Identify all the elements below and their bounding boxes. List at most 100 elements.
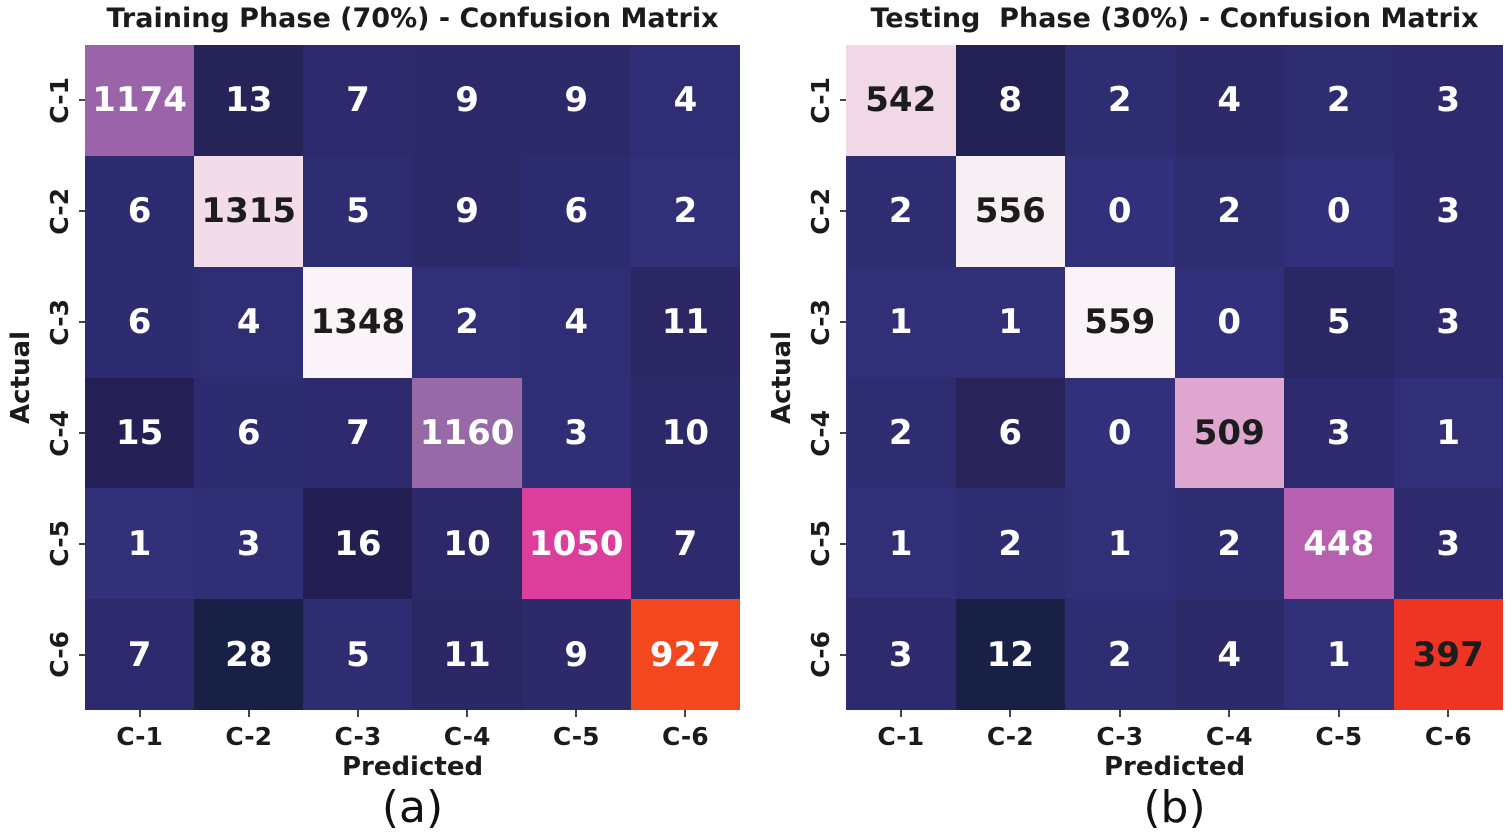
- matrix-cell-r6-c2: 12: [955, 599, 1065, 710]
- matrix-cell-r1-c1: 542: [846, 45, 956, 156]
- tick-mark: [840, 321, 846, 324]
- matrix-cell-r6-c5: 9: [521, 599, 631, 710]
- x-tick-labels: C-1 C-2 C-3 C-4 C-5 C-6: [846, 721, 1503, 751]
- matrix-cell-r1-c4: 4: [1174, 45, 1284, 156]
- matrix-cell-r1-c3: 2: [1065, 45, 1175, 156]
- y-axis-tick-marks: [840, 45, 846, 710]
- tick-mark: [1228, 710, 1231, 717]
- tick-mark: [899, 710, 902, 717]
- tick-mark: [840, 653, 846, 656]
- matrix-cell-r2-c6: 2: [630, 155, 740, 267]
- matrix-cell-r5-c2: 3: [194, 488, 304, 600]
- subfigure-label-a: (a): [381, 782, 444, 833]
- x-tick-label: C-3: [1096, 721, 1144, 751]
- matrix-cell-r3-c1: 1: [846, 266, 956, 378]
- confusion-matrix-grid: 1174 13 7 9 9 4 6 1315 5 9 6 2 6 4 1348 2 4 11 15 6 7 1160 3 10…: [85, 45, 740, 710]
- matrix-cell-r3-c1: 6: [85, 266, 195, 378]
- matrix-cell-r2-c6: 3: [1393, 155, 1503, 267]
- confusion-matrix-grid: 542 8 2 4 2 3 2 556 0 2 0 3 1 1 559 0 5 3 2 6 0 509 3 1 1 2 1 2 448 3…: [846, 45, 1503, 710]
- matrix-cell-r4-c2: 6: [955, 377, 1065, 489]
- y-axis-tick-marks: [79, 45, 85, 710]
- x-tick-label: C-4: [1205, 721, 1253, 751]
- matrix-cell-r3-c2: 4: [194, 266, 304, 378]
- y-tick-label: C-4: [805, 409, 835, 457]
- chart-title: Testing Phase (30%) - Confusion Matrix: [870, 3, 1479, 34]
- tick-mark: [79, 653, 85, 656]
- matrix-cell-r4-c1: 15: [85, 377, 195, 489]
- tick-mark: [840, 542, 846, 545]
- subfigure-label-b: (b): [1143, 782, 1206, 833]
- matrix-cell-r3-c2: 1: [955, 266, 1065, 378]
- chart-title: Training Phase (70%) - Confusion Matrix: [106, 3, 719, 34]
- tick-mark: [1009, 710, 1012, 717]
- matrix-cell-r3-c4: 0: [1174, 266, 1284, 378]
- tick-mark: [466, 710, 469, 717]
- x-axis-tick-marks: [85, 710, 740, 717]
- y-axis-label: Actual: [4, 45, 38, 710]
- matrix-cell-r3-c5: 4: [521, 266, 631, 378]
- matrix-cell-r4-c5: 3: [1284, 377, 1394, 489]
- matrix-cell-r4-c3: 7: [303, 377, 413, 489]
- y-tick-label: C-3: [44, 298, 74, 346]
- matrix-cell-r1-c3: 7: [303, 45, 413, 156]
- matrix-cell-r2-c5: 0: [1284, 155, 1394, 267]
- y-axis-label-text: Actual: [767, 331, 797, 424]
- x-tick-label: C-2: [986, 721, 1034, 751]
- matrix-cell-r2-c4: 2: [1174, 155, 1284, 267]
- x-tick-label: C-1: [877, 721, 925, 751]
- x-axis-label: Predicted: [1103, 752, 1246, 782]
- y-tick-label: C-1: [805, 77, 835, 124]
- tick-mark: [840, 210, 846, 213]
- matrix-cell-r2-c1: 2: [846, 155, 956, 267]
- y-tick-label: C-4: [44, 409, 74, 457]
- x-axis-tick-marks: [846, 710, 1503, 717]
- tick-mark: [684, 710, 687, 717]
- matrix-cell-r4-c5: 3: [521, 377, 631, 489]
- tick-mark: [79, 431, 85, 434]
- y-axis-label-text: Actual: [6, 331, 36, 424]
- tick-mark: [575, 710, 578, 717]
- y-tick-label: C-2: [44, 187, 74, 235]
- matrix-cell-r4-c3: 0: [1065, 377, 1175, 489]
- y-tick-label: C-2: [805, 187, 835, 235]
- matrix-cell-r4-c4: 1160: [412, 377, 522, 489]
- matrix-cell-r5-c4: 2: [1174, 488, 1284, 600]
- x-tick-label: C-6: [1424, 721, 1472, 751]
- matrix-cell-r1-c5: 9: [521, 45, 631, 156]
- matrix-cell-r2-c3: 5: [303, 155, 413, 267]
- matrix-cell-r5-c3: 16: [303, 488, 413, 600]
- matrix-cell-r1-c5: 2: [1284, 45, 1394, 156]
- matrix-cell-r4-c2: 6: [194, 377, 304, 489]
- matrix-cell-r5-c6: 7: [630, 488, 740, 600]
- x-tick-labels: C-1 C-2 C-3 C-4 C-5 C-6: [85, 721, 740, 751]
- tick-mark: [840, 99, 846, 102]
- matrix-cell-r5-c6: 3: [1393, 488, 1503, 600]
- matrix-cell-r6-c6: 397: [1393, 599, 1503, 710]
- matrix-cell-r5-c3: 1: [1065, 488, 1175, 600]
- matrix-cell-r5-c4: 10: [412, 488, 522, 600]
- y-tick-label: C-1: [44, 77, 74, 124]
- tick-mark: [79, 99, 85, 102]
- matrix-cell-r1-c6: 3: [1393, 45, 1503, 156]
- y-tick-labels: C-1 C-2 C-3 C-4 C-5 C-6: [802, 45, 838, 710]
- matrix-cell-r4-c6: 1: [1393, 377, 1503, 489]
- matrix-cell-r6-c1: 7: [85, 599, 195, 710]
- y-axis-label: Actual: [765, 45, 799, 710]
- matrix-cell-r2-c2: 556: [955, 155, 1065, 267]
- matrix-cell-r6-c5: 1: [1284, 599, 1394, 710]
- matrix-cell-r6-c3: 2: [1065, 599, 1175, 710]
- tick-mark: [1337, 710, 1340, 717]
- tick-mark: [1447, 710, 1450, 717]
- matrix-cell-r2-c3: 0: [1065, 155, 1175, 267]
- matrix-cell-r5-c5: 1050: [521, 488, 631, 600]
- matrix-cell-r4-c6: 10: [630, 377, 740, 489]
- matrix-cell-r6-c3: 5: [303, 599, 413, 710]
- matrix-cell-r4-c1: 2: [846, 377, 956, 489]
- matrix-cell-r3-c6: 11: [630, 266, 740, 378]
- matrix-cell-r2-c1: 6: [85, 155, 195, 267]
- x-tick-label: C-4: [443, 721, 491, 751]
- y-tick-labels: C-1 C-2 C-3 C-4 C-5 C-6: [41, 45, 77, 710]
- matrix-cell-r5-c5: 448: [1284, 488, 1394, 600]
- matrix-cell-r5-c2: 2: [955, 488, 1065, 600]
- y-tick-label: C-5: [805, 520, 835, 568]
